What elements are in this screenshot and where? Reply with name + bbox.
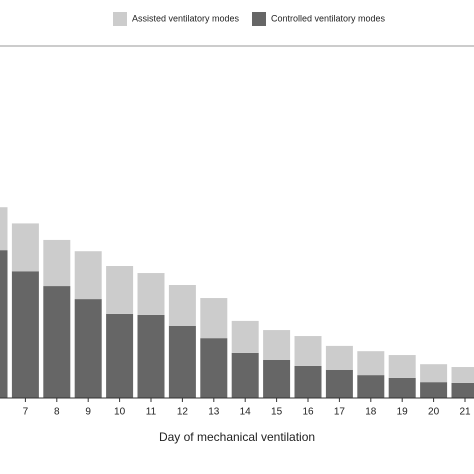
- x-tick-label: 15: [271, 407, 283, 418]
- x-tick-label: 21: [459, 407, 471, 418]
- bar-segment: [74, 251, 102, 300]
- bar-segment: [106, 266, 134, 314]
- bar-segment: [168, 325, 196, 398]
- x-tick-label: 20: [428, 407, 440, 418]
- bar-segment: [357, 375, 385, 398]
- bar-segment: [451, 382, 474, 398]
- x-tick-label: 8: [54, 407, 60, 418]
- bar-segment: [106, 313, 134, 398]
- bar-segment: [11, 271, 39, 398]
- bar-segment: [263, 359, 291, 398]
- x-tick-label: 13: [208, 407, 220, 418]
- bar-segment: [0, 250, 8, 398]
- bar-segment: [0, 207, 8, 251]
- bar-segment: [451, 367, 474, 383]
- legend-swatch: [252, 12, 266, 26]
- bar-segment: [200, 298, 228, 339]
- bar-segment: [388, 355, 416, 378]
- x-tick-label: 12: [177, 407, 189, 418]
- bar-segment: [11, 223, 39, 272]
- bar-segment: [43, 239, 71, 287]
- bar-segment: [388, 377, 416, 398]
- legend-label: Assisted ventilatory modes: [132, 13, 240, 23]
- bar-segment: [294, 365, 322, 398]
- x-tick-label: 19: [397, 407, 409, 418]
- x-tick-label: 16: [302, 407, 314, 418]
- x-axis-title: Day of mechanical ventilation: [159, 430, 315, 444]
- x-tick-label: 9: [85, 407, 91, 418]
- bar-segment: [200, 338, 228, 398]
- bar-segment: [325, 345, 353, 370]
- bar-segment: [420, 364, 448, 383]
- legend-label: Controlled ventilatory modes: [271, 13, 386, 23]
- bar-segment: [231, 320, 259, 353]
- x-tick-label: 7: [23, 407, 29, 418]
- bar-segment: [43, 286, 71, 398]
- bar-segment: [420, 382, 448, 398]
- bar-segment: [294, 336, 322, 366]
- bar-segment: [168, 285, 196, 326]
- bar-segment: [137, 273, 165, 315]
- legend-swatch: [113, 12, 127, 26]
- bar-segment: [137, 314, 165, 398]
- x-tick-label: 17: [334, 407, 346, 418]
- bar-segment: [74, 299, 102, 398]
- bar-segment: [231, 352, 259, 398]
- bar-segment: [325, 369, 353, 398]
- x-tick-label: 18: [365, 407, 377, 418]
- x-tick-label: 11: [146, 407, 157, 418]
- x-tick-label: 14: [240, 407, 252, 418]
- bar-segment: [357, 351, 385, 376]
- x-tick-label: 10: [114, 407, 126, 418]
- bar-segment: [263, 330, 291, 360]
